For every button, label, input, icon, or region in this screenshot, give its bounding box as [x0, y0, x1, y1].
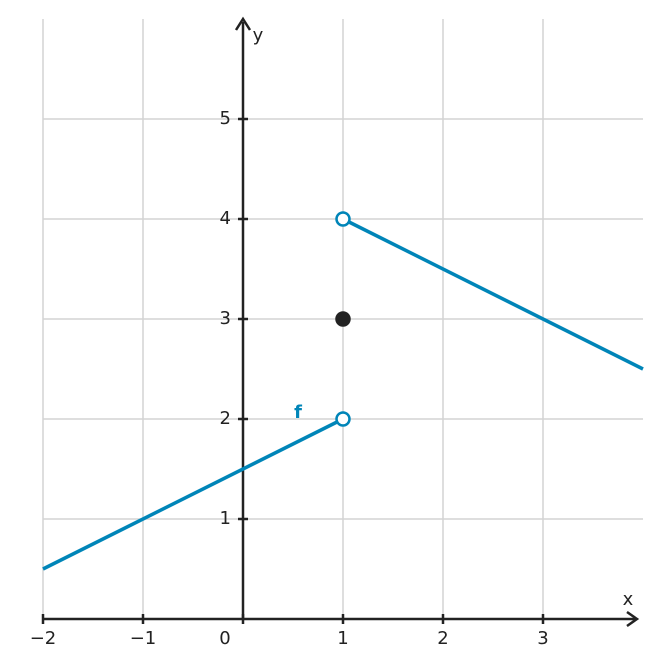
- open-point: [335, 411, 351, 427]
- y-tick-label: 4: [220, 208, 231, 229]
- x-axis-label: x: [623, 589, 634, 610]
- x-tick-label: 0: [219, 628, 230, 649]
- open-point: [335, 211, 351, 227]
- x-tick-label: 1: [337, 628, 348, 649]
- y-tick-label: 3: [220, 308, 231, 329]
- y-tick-label: 5: [220, 108, 231, 129]
- y-axis-label: y: [253, 25, 264, 46]
- y-axis-arrow: [234, 16, 252, 31]
- y-tick-label: 2: [220, 408, 231, 429]
- x-tick-label: 3: [537, 628, 548, 649]
- x-tick-label: 2: [437, 628, 448, 649]
- x-axis-arrow: [626, 610, 640, 628]
- function-label: f: [294, 402, 302, 423]
- x-tick-label: −1: [130, 628, 157, 649]
- x-tick-label: −2: [30, 628, 57, 649]
- marks: f: [42, 211, 644, 571]
- y-tick-label: 1: [220, 508, 231, 529]
- axes: x y −2 −1 0 1 2 3 1 2 3 4 5: [30, 16, 640, 649]
- filled-point: [335, 311, 351, 327]
- function-line: [42, 217, 644, 571]
